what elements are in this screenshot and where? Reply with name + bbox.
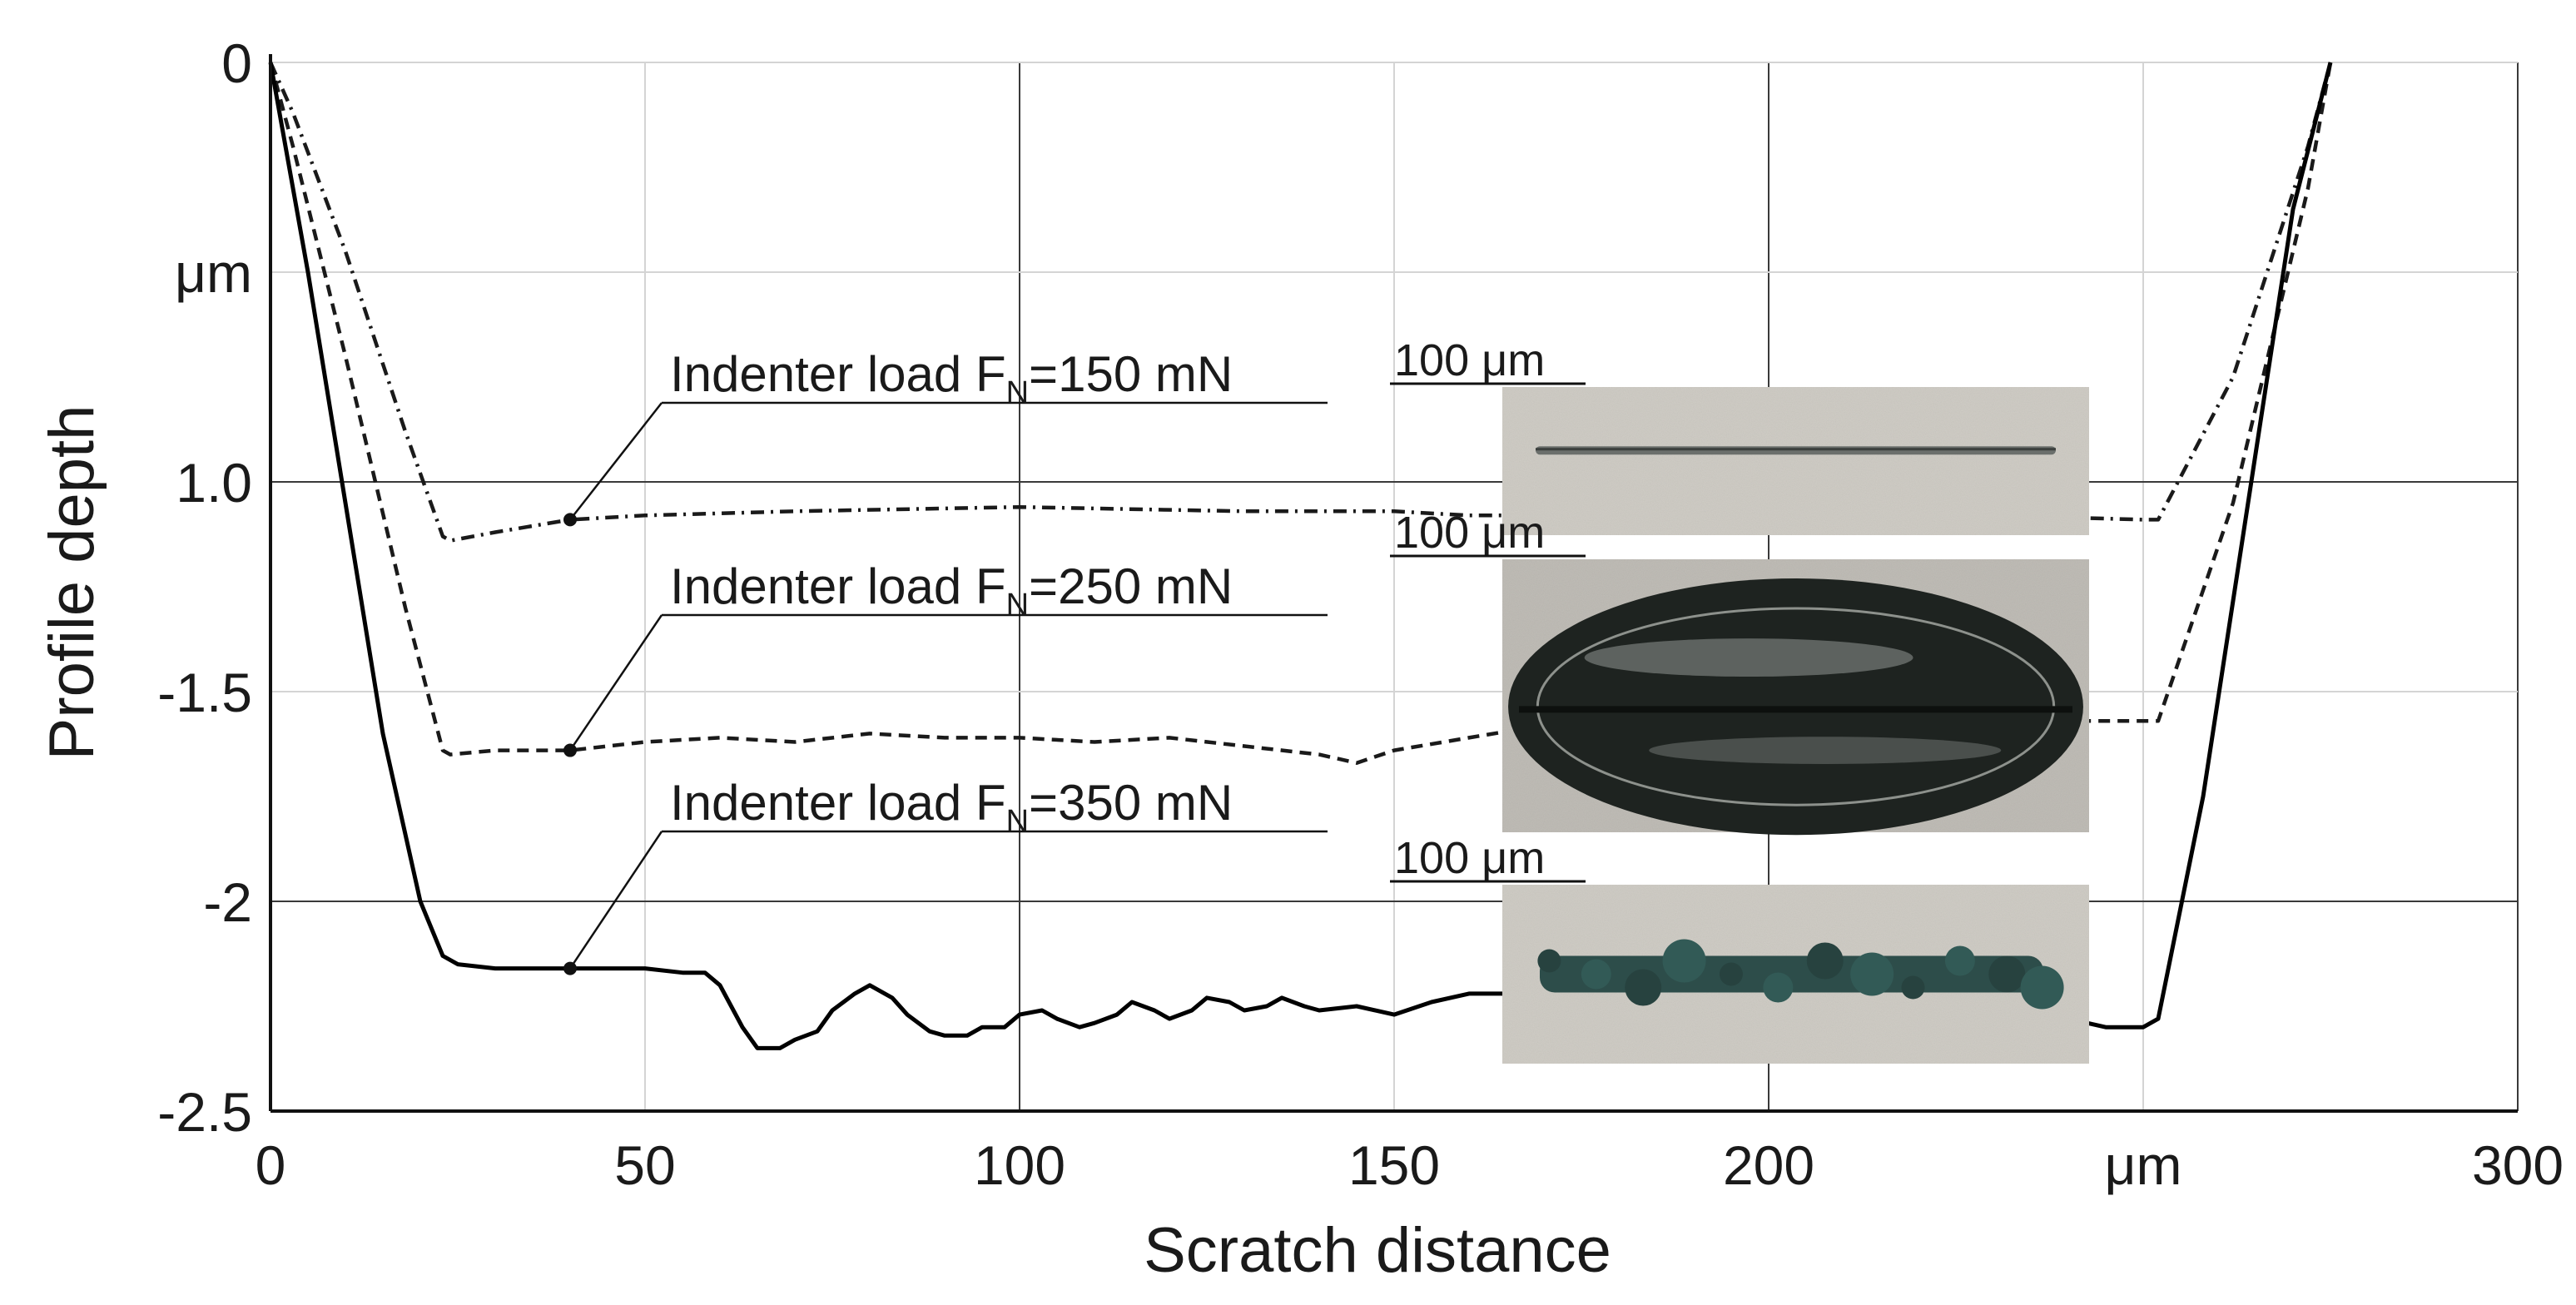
crater-highlight [1584, 638, 1913, 677]
micrograph-background [1502, 387, 2089, 535]
y-tick-label: -1.5 [157, 662, 252, 723]
x-tick-label: 0 [256, 1134, 286, 1196]
debris-particle [2020, 965, 2064, 1010]
debris-particle [1625, 969, 1662, 1006]
series-line [268, 62, 2333, 543]
debris-particle [1581, 959, 1611, 990]
annotation-leader [568, 831, 663, 970]
y-tick-label: -2 [203, 871, 252, 933]
series-label: Indenter load FN=250 mN [670, 558, 1233, 623]
annotation-leader [568, 614, 663, 752]
y-tick-label: 1.0 [176, 452, 252, 514]
annotation-leader [569, 402, 663, 521]
y-axis-title: Profile depth [37, 405, 107, 761]
debris-particle [1988, 955, 2026, 993]
x-tick-label: 50 [614, 1134, 675, 1196]
x-tick-label: 200 [1723, 1134, 1814, 1196]
debris-particle [1806, 942, 1844, 980]
debris-particle [1662, 939, 1706, 983]
y-tick-label: 0 [221, 32, 252, 94]
scale-bar-label: 100 μm [1394, 508, 1545, 558]
x-tick-label: 150 [1348, 1134, 1440, 1196]
scratch-groove-core [1536, 448, 2056, 451]
series-label: Indenter load FN=350 mN [670, 775, 1233, 839]
x-axis-title: Scratch distance [1144, 1215, 1611, 1286]
x-tick-label: 100 [974, 1134, 1065, 1196]
debris-particle [1850, 952, 1894, 996]
scale-bar-label: 100 μm [1394, 833, 1545, 883]
micrograph-inset [1502, 387, 2089, 535]
crater-highlight [1649, 737, 2002, 764]
x-tick-label: μm [2104, 1134, 2181, 1196]
y-tick-label: μm [175, 242, 252, 304]
x-tick-label: 300 [2472, 1134, 2564, 1196]
series-marker [563, 961, 577, 975]
micrograph-inset [1502, 885, 2089, 1064]
series-marker [563, 743, 577, 757]
series-label: Indenter load FN=150 mN [670, 346, 1233, 410]
micrograph-inset [1502, 559, 2089, 836]
series-marker [563, 513, 577, 527]
y-tick-label: -2.5 [157, 1081, 252, 1143]
scale-bar-label: 100 μm [1394, 335, 1545, 385]
debris-particle [1763, 972, 1794, 1003]
debris-particle [1901, 975, 1925, 1000]
debris-particle [1537, 949, 1561, 973]
debris-particle [1944, 945, 1975, 976]
debris-particle [1719, 962, 1743, 986]
